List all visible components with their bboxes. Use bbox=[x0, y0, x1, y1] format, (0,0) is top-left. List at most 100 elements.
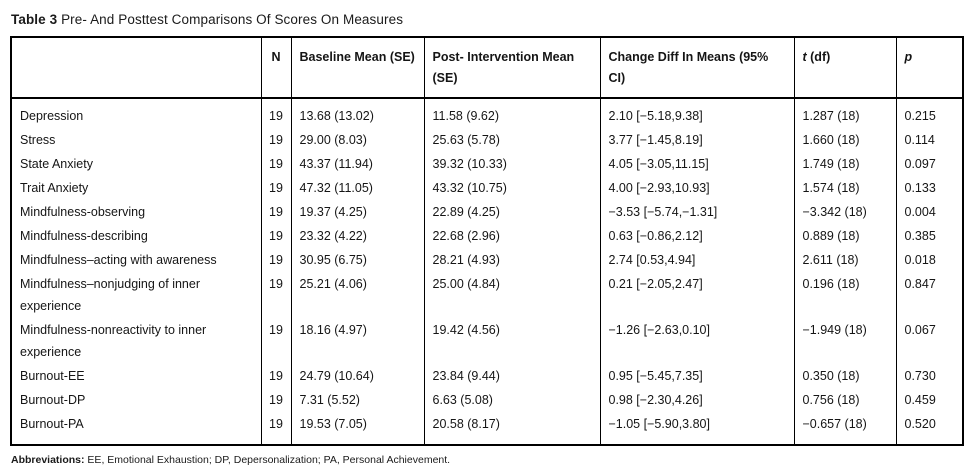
post-cell: 19.42 (4.56) bbox=[423, 318, 600, 364]
table-body: Depression 19 13.68 (13.02) 11.58 (9.62)… bbox=[11, 98, 963, 445]
n-cell: 19 bbox=[260, 224, 291, 248]
change-cell: 0.21 [−2.05,2.47] bbox=[599, 272, 794, 318]
p-cell: 0.730 bbox=[895, 364, 963, 388]
table-row: Burnout-DP 19 7.31 (5.52) 6.63 (5.08) 0.… bbox=[11, 388, 963, 412]
baseline-cell: 19.53 (7.05) bbox=[290, 412, 424, 445]
measure-cell: Mindfulness–acting with awareness bbox=[20, 253, 217, 267]
baseline-cell: 30.95 (6.75) bbox=[290, 248, 424, 272]
measure-cell: State Anxiety bbox=[20, 157, 93, 171]
change-cell: 0.98 [−2.30,4.26] bbox=[599, 388, 794, 412]
header-post-intervention-mean: Post- Intervention Mean (SE) bbox=[423, 37, 600, 99]
header-measure bbox=[11, 37, 261, 99]
change-cell: −1.26 [−2.63,0.10] bbox=[599, 318, 794, 364]
n-cell: 19 bbox=[260, 272, 291, 318]
t-cell: 1.287 (18) bbox=[793, 98, 896, 128]
measure-cell: Mindfulness-nonreactivity to inner exper… bbox=[20, 323, 207, 359]
measure-cell: Trait Anxiety bbox=[20, 181, 89, 195]
header-change-diff: Change Diff In Means (95% CI) bbox=[599, 37, 794, 99]
p-cell: 0.004 bbox=[895, 200, 963, 224]
post-cell: 22.68 (2.96) bbox=[423, 224, 600, 248]
measure-cell: Burnout-DP bbox=[20, 393, 86, 407]
measure-cell: Mindfulness–nonjudging of inner experien… bbox=[20, 277, 200, 313]
p-cell: 0.018 bbox=[895, 248, 963, 272]
header-row: N Baseline Mean (SE) Post- Intervention … bbox=[11, 37, 963, 99]
baseline-cell: 25.21 (4.06) bbox=[290, 272, 424, 318]
header-p-symbol: p bbox=[904, 50, 913, 64]
p-cell: 0.133 bbox=[895, 176, 963, 200]
t-cell: −1.949 (18) bbox=[793, 318, 896, 364]
t-cell: −3.342 (18) bbox=[793, 200, 896, 224]
p-cell: 0.385 bbox=[895, 224, 963, 248]
table-row: Stress 19 29.00 (8.03) 25.63 (5.78) 3.77… bbox=[11, 128, 963, 152]
t-cell: 1.660 (18) bbox=[793, 128, 896, 152]
change-cell: 2.74 [0.53,4.94] bbox=[599, 248, 794, 272]
t-cell: 2.611 (18) bbox=[793, 248, 896, 272]
n-cell: 19 bbox=[260, 128, 291, 152]
change-cell: 0.95 [−5.45,7.35] bbox=[599, 364, 794, 388]
header-t-df: t (df) bbox=[793, 37, 896, 99]
t-cell: 1.574 (18) bbox=[793, 176, 896, 200]
table-row: Mindfulness–nonjudging of inner experien… bbox=[11, 272, 963, 318]
table-row: Mindfulness-observing 19 19.37 (4.25) 22… bbox=[11, 200, 963, 224]
abbreviations-label: Abbreviations: bbox=[11, 454, 85, 466]
n-cell: 19 bbox=[260, 388, 291, 412]
p-cell: 0.520 bbox=[895, 412, 963, 445]
n-cell: 19 bbox=[260, 248, 291, 272]
t-cell: 1.749 (18) bbox=[793, 152, 896, 176]
baseline-cell: 18.16 (4.97) bbox=[290, 318, 424, 364]
table-row: Burnout-PA 19 19.53 (7.05) 20.58 (8.17) … bbox=[11, 412, 963, 445]
table-caption-number: Table 3 bbox=[11, 12, 58, 27]
change-cell: 4.05 [−3.05,11.15] bbox=[599, 152, 794, 176]
baseline-cell: 19.37 (4.25) bbox=[290, 200, 424, 224]
baseline-cell: 29.00 (8.03) bbox=[290, 128, 424, 152]
table-row: Burnout-EE 19 24.79 (10.64) 23.84 (9.44)… bbox=[11, 364, 963, 388]
post-cell: 25.63 (5.78) bbox=[423, 128, 600, 152]
p-cell: 0.114 bbox=[895, 128, 963, 152]
baseline-cell: 23.32 (4.22) bbox=[290, 224, 424, 248]
header-df: (df) bbox=[806, 50, 831, 64]
p-cell: 0.067 bbox=[895, 318, 963, 364]
header-baseline-mean: Baseline Mean (SE) bbox=[290, 37, 424, 99]
p-cell: 0.847 bbox=[895, 272, 963, 318]
table-row: Trait Anxiety 19 47.32 (11.05) 43.32 (10… bbox=[11, 176, 963, 200]
measure-cell: Burnout-EE bbox=[20, 369, 85, 383]
header-p: p bbox=[895, 37, 963, 99]
n-cell: 19 bbox=[260, 152, 291, 176]
measure-cell: Mindfulness-observing bbox=[20, 205, 146, 219]
baseline-cell: 24.79 (10.64) bbox=[290, 364, 424, 388]
change-cell: 4.00 [−2.93,10.93] bbox=[599, 176, 794, 200]
header-n: N bbox=[260, 37, 291, 99]
header-t-symbol: t bbox=[802, 50, 807, 64]
post-cell: 23.84 (9.44) bbox=[423, 364, 600, 388]
table-row: Mindfulness-nonreactivity to inner exper… bbox=[11, 318, 963, 364]
table-caption-text: Pre- And Posttest Comparisons Of Scores … bbox=[57, 12, 404, 27]
t-cell: 0.350 (18) bbox=[793, 364, 896, 388]
measure-cell: Burnout-PA bbox=[20, 417, 84, 431]
t-cell: 0.889 (18) bbox=[793, 224, 896, 248]
table-caption: Table 3 Pre- And Posttest Comparisons Of… bbox=[11, 12, 963, 27]
t-cell: 0.756 (18) bbox=[793, 388, 896, 412]
baseline-cell: 47.32 (11.05) bbox=[290, 176, 424, 200]
n-cell: 19 bbox=[260, 98, 291, 128]
measure-cell: Depression bbox=[20, 109, 84, 123]
p-cell: 0.459 bbox=[895, 388, 963, 412]
post-cell: 39.32 (10.33) bbox=[423, 152, 600, 176]
table-row: Mindfulness–acting with awareness 19 30.… bbox=[11, 248, 963, 272]
change-cell: 2.10 [−5.18,9.38] bbox=[599, 98, 794, 128]
change-cell: 3.77 [−1.45,8.19] bbox=[599, 128, 794, 152]
comparisons-table: N Baseline Mean (SE) Post- Intervention … bbox=[10, 36, 964, 446]
post-cell: 22.89 (4.25) bbox=[423, 200, 600, 224]
change-cell: −1.05 [−5.90,3.80] bbox=[599, 412, 794, 445]
change-cell: 0.63 [−0.86,2.12] bbox=[599, 224, 794, 248]
n-cell: 19 bbox=[260, 176, 291, 200]
abbreviations-text: EE, Emotional Exhaustion; DP, Depersonal… bbox=[84, 454, 451, 466]
post-cell: 25.00 (4.84) bbox=[423, 272, 600, 318]
baseline-cell: 43.37 (11.94) bbox=[290, 152, 424, 176]
baseline-cell: 13.68 (13.02) bbox=[290, 98, 424, 128]
abbreviations-note: Abbreviations: EE, Emotional Exhaustion;… bbox=[11, 454, 963, 466]
n-cell: 19 bbox=[260, 318, 291, 364]
table-row: Depression 19 13.68 (13.02) 11.58 (9.62)… bbox=[11, 98, 963, 128]
n-cell: 19 bbox=[260, 412, 291, 445]
p-cell: 0.215 bbox=[895, 98, 963, 128]
